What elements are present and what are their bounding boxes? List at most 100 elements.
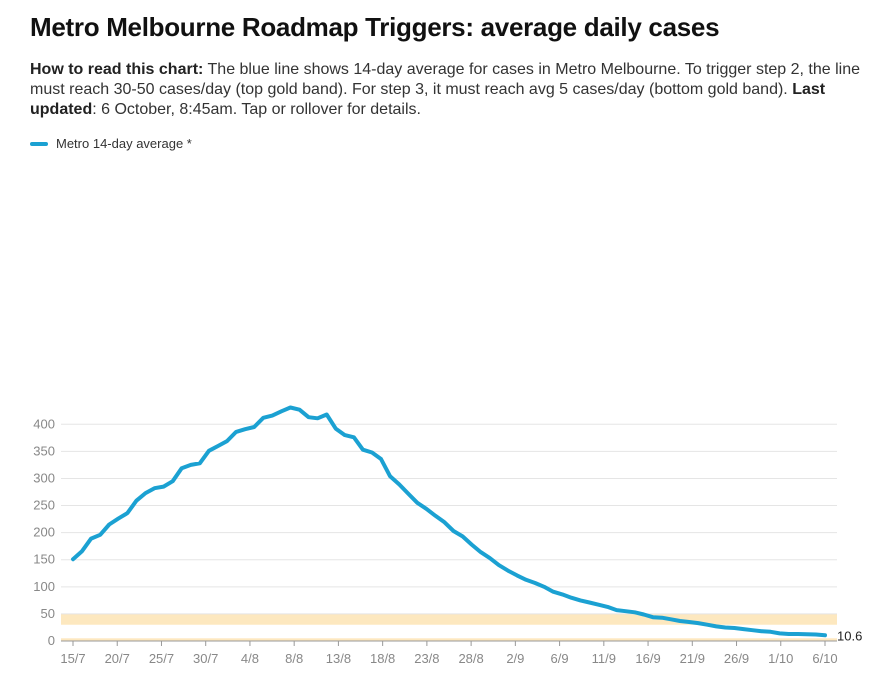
y-tick-label-300: 300 — [33, 470, 55, 485]
last-updated-text: : 6 October, 8:45am. Tap or rollover for… — [92, 101, 421, 118]
data-point[interactable] — [377, 455, 385, 463]
data-point[interactable] — [685, 618, 693, 626]
data-point[interactable] — [441, 518, 449, 526]
data-point[interactable] — [368, 449, 376, 457]
data-point[interactable] — [730, 624, 738, 632]
trigger-bands — [61, 613, 837, 642]
data-point[interactable] — [169, 477, 177, 485]
data-point[interactable] — [613, 606, 621, 614]
y-axis: 0 50 100 150 200 250 300 350 400 — [33, 416, 55, 648]
data-point[interactable] — [812, 631, 820, 639]
data-point[interactable] — [721, 624, 729, 632]
data-point[interactable] — [296, 406, 304, 414]
x-tick-label: 21/9 — [680, 651, 705, 666]
data-point[interactable] — [513, 571, 521, 579]
data-point[interactable] — [459, 532, 467, 540]
data-point[interactable] — [595, 601, 603, 609]
data-point[interactable] — [785, 630, 793, 638]
data-point[interactable] — [286, 404, 294, 412]
data-point[interactable] — [522, 576, 530, 584]
legend-label: Metro 14-day average * — [56, 136, 192, 151]
data-point[interactable] — [350, 433, 358, 441]
data-point[interactable] — [486, 554, 494, 562]
data-point[interactable] — [187, 461, 195, 469]
data-point[interactable] — [105, 521, 113, 529]
data-point[interactable] — [277, 407, 285, 415]
data-point[interactable] — [178, 464, 186, 472]
data-point[interactable] — [585, 599, 593, 607]
series-line-metro-14-day-average[interactable] — [71, 405, 827, 638]
data-point[interactable] — [649, 613, 657, 621]
data-point[interactable] — [658, 614, 666, 622]
data-point[interactable] — [640, 611, 648, 619]
data-point[interactable] — [504, 567, 512, 575]
data-point[interactable] — [214, 442, 222, 450]
data-point[interactable] — [567, 594, 575, 602]
data-point[interactable] — [205, 447, 213, 455]
data-point[interactable] — [250, 423, 258, 431]
data-point[interactable] — [540, 583, 548, 591]
x-tick-label: 2/9 — [506, 651, 524, 666]
y-tick-label-150: 150 — [33, 552, 55, 567]
data-point[interactable] — [758, 627, 766, 635]
data-point[interactable] — [359, 446, 367, 454]
data-point[interactable] — [776, 629, 784, 637]
data-point[interactable] — [821, 631, 829, 639]
data-point[interactable] — [767, 628, 775, 636]
data-point[interactable] — [87, 535, 95, 543]
data-point[interactable] — [422, 505, 430, 513]
data-point[interactable] — [712, 622, 720, 630]
data-point[interactable] — [694, 619, 702, 627]
data-point[interactable] — [468, 541, 476, 549]
data-point[interactable] — [431, 512, 439, 520]
data-point[interactable] — [395, 480, 403, 488]
data-point[interactable] — [667, 615, 675, 623]
data-point[interactable] — [386, 472, 394, 480]
data-point[interactable] — [160, 483, 168, 491]
data-point[interactable] — [123, 509, 131, 517]
data-point[interactable] — [531, 579, 539, 587]
data-point[interactable] — [241, 425, 249, 433]
data-point[interactable] — [142, 489, 150, 497]
data-point[interactable] — [604, 603, 612, 611]
data-point[interactable] — [413, 499, 421, 507]
last-updated-label: Last updated — [30, 81, 826, 118]
data-point[interactable] — [96, 531, 104, 539]
data-point[interactable] — [450, 527, 458, 535]
data-point[interactable] — [749, 626, 757, 634]
data-point[interactable] — [495, 561, 503, 569]
data-point[interactable] — [549, 588, 557, 596]
data-point[interactable] — [740, 625, 748, 633]
data-point[interactable] — [341, 431, 349, 439]
data-point[interactable] — [305, 413, 313, 421]
x-tick-label: 4/8 — [241, 651, 259, 666]
data-point[interactable] — [114, 515, 122, 523]
data-point[interactable] — [631, 608, 639, 616]
data-point[interactable] — [803, 630, 811, 638]
data-point[interactable] — [314, 414, 322, 422]
data-point[interactable] — [151, 484, 159, 492]
data-point[interactable] — [404, 490, 412, 498]
data-point[interactable] — [703, 621, 711, 629]
chart-subtitle: How to read this chart: The blue line sh… — [30, 60, 880, 120]
data-point[interactable] — [132, 497, 140, 505]
data-point[interactable] — [676, 617, 684, 625]
data-point[interactable] — [558, 590, 566, 598]
data-point[interactable] — [576, 596, 584, 604]
data-point[interactable] — [268, 412, 276, 420]
y-tick-label-350: 350 — [33, 443, 55, 458]
data-point[interactable] — [622, 607, 630, 615]
data-point[interactable] — [69, 555, 77, 563]
data-point[interactable] — [196, 459, 204, 467]
data-point[interactable] — [477, 548, 485, 556]
data-point[interactable] — [223, 437, 231, 445]
data-point[interactable] — [323, 411, 331, 419]
series-group[interactable]: 10.6 — [69, 404, 862, 644]
legend[interactable]: Metro 14-day average * — [30, 136, 192, 151]
data-point[interactable] — [794, 630, 802, 638]
data-point[interactable] — [259, 414, 267, 422]
data-point[interactable] — [78, 547, 86, 555]
data-point[interactable] — [332, 425, 340, 433]
data-point[interactable] — [232, 428, 240, 436]
